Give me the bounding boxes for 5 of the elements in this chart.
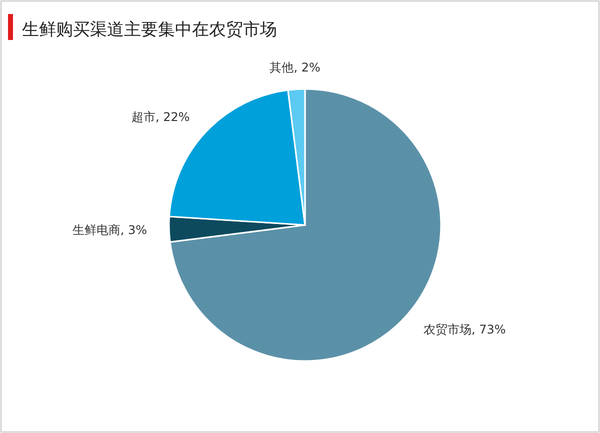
slice-label: 其他, 2% xyxy=(270,60,320,74)
slice-label: 生鲜电商, 3% xyxy=(72,222,148,237)
slice-label: 超市, 22% xyxy=(132,110,190,124)
chart-title: 生鲜购买渠道主要集中在农贸市场 xyxy=(22,20,277,40)
slice-label: 农贸市场, 73% xyxy=(424,322,506,336)
